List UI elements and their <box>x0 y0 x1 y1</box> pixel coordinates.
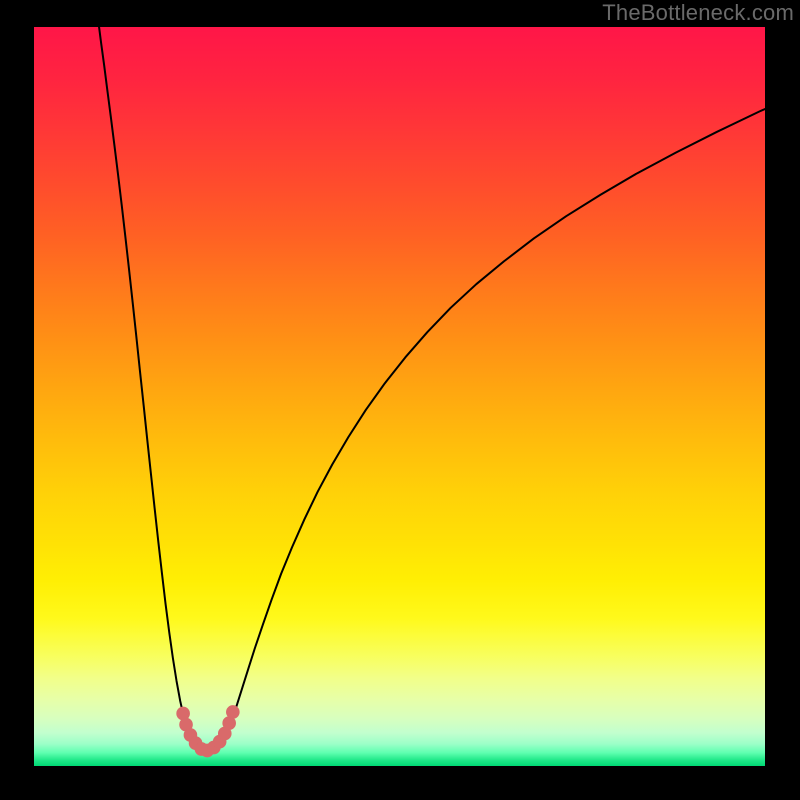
plot-area <box>34 27 765 766</box>
chart-frame: TheBottleneck.com <box>0 0 800 800</box>
watermark-text: TheBottleneck.com <box>602 0 794 26</box>
plot-svg <box>34 27 765 766</box>
